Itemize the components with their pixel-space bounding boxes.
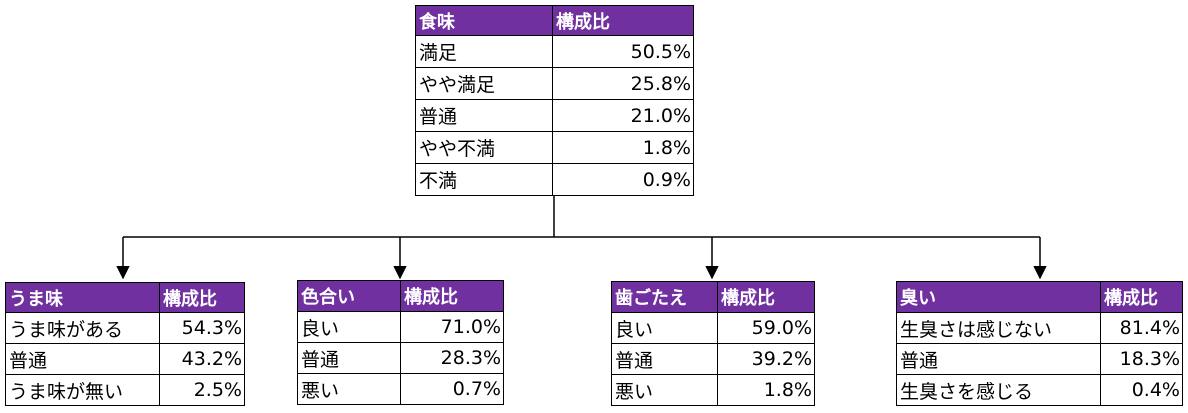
header-ratio: 構成比 — [552, 5, 694, 36]
row-ratio: 81.4% — [1100, 312, 1183, 344]
row-ratio: 0.7% — [400, 373, 504, 405]
row-label: 良い — [611, 312, 718, 344]
table-row: 良い 71.0% — [297, 311, 504, 343]
row-ratio: 50.5% — [552, 35, 694, 68]
row-label: 普通 — [896, 343, 1101, 375]
row-label: 悪い — [611, 374, 718, 406]
header-ratio: 構成比 — [1100, 281, 1183, 313]
row-ratio: 21.0% — [552, 99, 694, 132]
table-row: 生臭さは感じない 81.4% — [896, 312, 1183, 344]
row-ratio: 59.0% — [717, 312, 815, 344]
header-ratio: 構成比 — [717, 281, 815, 313]
table-row: 普通 21.0% — [415, 99, 694, 132]
row-ratio: 18.3% — [1100, 343, 1183, 375]
texture-table: 歯ごたえ 構成比 良い 59.0% 普通 39.2% 悪い 1.8% — [611, 281, 815, 406]
taste-table: 食味 構成比 満足 50.5% やや満足 25.8% 普通 21.0% やや不満 1.8… — [415, 5, 694, 196]
header-ratio: 構成比 — [159, 282, 245, 313]
row-ratio: 43.2% — [159, 343, 245, 375]
row-label: 満足 — [415, 35, 553, 68]
umami-table: うま味 構成比 うま味がある 54.3% 普通 43.2% うま味が無い 2.5% — [5, 282, 245, 406]
row-label: 普通 — [611, 343, 718, 375]
row-label: 生臭さを感じる — [896, 374, 1101, 406]
table-row: 不満 0.9% — [415, 163, 694, 196]
header-label: 臭い — [896, 281, 1101, 313]
row-ratio: 2.5% — [159, 374, 245, 406]
table-row: やや不満 1.8% — [415, 131, 694, 164]
row-label: うま味が無い — [5, 374, 160, 406]
row-ratio: 1.8% — [717, 374, 815, 406]
header-label: 食味 — [415, 5, 553, 36]
row-ratio: 1.8% — [552, 131, 694, 164]
row-ratio: 54.3% — [159, 312, 245, 344]
row-label: 普通 — [415, 99, 553, 132]
header-label: うま味 — [5, 282, 160, 313]
table-row: 悪い 0.7% — [297, 373, 504, 405]
row-label: 不満 — [415, 163, 553, 196]
table-row: うま味がある 54.3% — [5, 312, 245, 344]
smell-table: 臭い 構成比 生臭さは感じない 81.4% 普通 18.3% 生臭さを感じる 0.4% — [896, 281, 1183, 406]
header-ratio: 構成比 — [400, 280, 504, 312]
table-row: 生臭さを感じる 0.4% — [896, 374, 1183, 406]
row-label: 普通 — [297, 342, 401, 374]
row-ratio: 71.0% — [400, 311, 504, 343]
row-label: 普通 — [5, 343, 160, 375]
row-ratio: 25.8% — [552, 67, 694, 100]
table-row: 良い 59.0% — [611, 312, 815, 344]
row-label: 良い — [297, 311, 401, 343]
row-label: やや不満 — [415, 131, 553, 164]
row-ratio: 28.3% — [400, 342, 504, 374]
header-label: 歯ごたえ — [611, 281, 718, 313]
row-label: 悪い — [297, 373, 401, 405]
table-row: 満足 50.5% — [415, 35, 694, 68]
row-ratio: 39.2% — [717, 343, 815, 375]
row-label: やや満足 — [415, 67, 553, 100]
row-ratio: 0.4% — [1100, 374, 1183, 406]
table-row: 普通 43.2% — [5, 343, 245, 375]
header-label: 色合い — [297, 280, 401, 312]
table-row: 普通 28.3% — [297, 342, 504, 374]
table-row: うま味が無い 2.5% — [5, 374, 245, 406]
row-ratio: 0.9% — [552, 163, 694, 196]
row-label: うま味がある — [5, 312, 160, 344]
row-label: 生臭さは感じない — [896, 312, 1101, 344]
table-row: 悪い 1.8% — [611, 374, 815, 406]
table-row: 普通 39.2% — [611, 343, 815, 375]
color-table: 色合い 構成比 良い 71.0% 普通 28.3% 悪い 0.7% — [297, 280, 504, 405]
table-row: やや満足 25.8% — [415, 67, 694, 100]
table-row: 普通 18.3% — [896, 343, 1183, 375]
